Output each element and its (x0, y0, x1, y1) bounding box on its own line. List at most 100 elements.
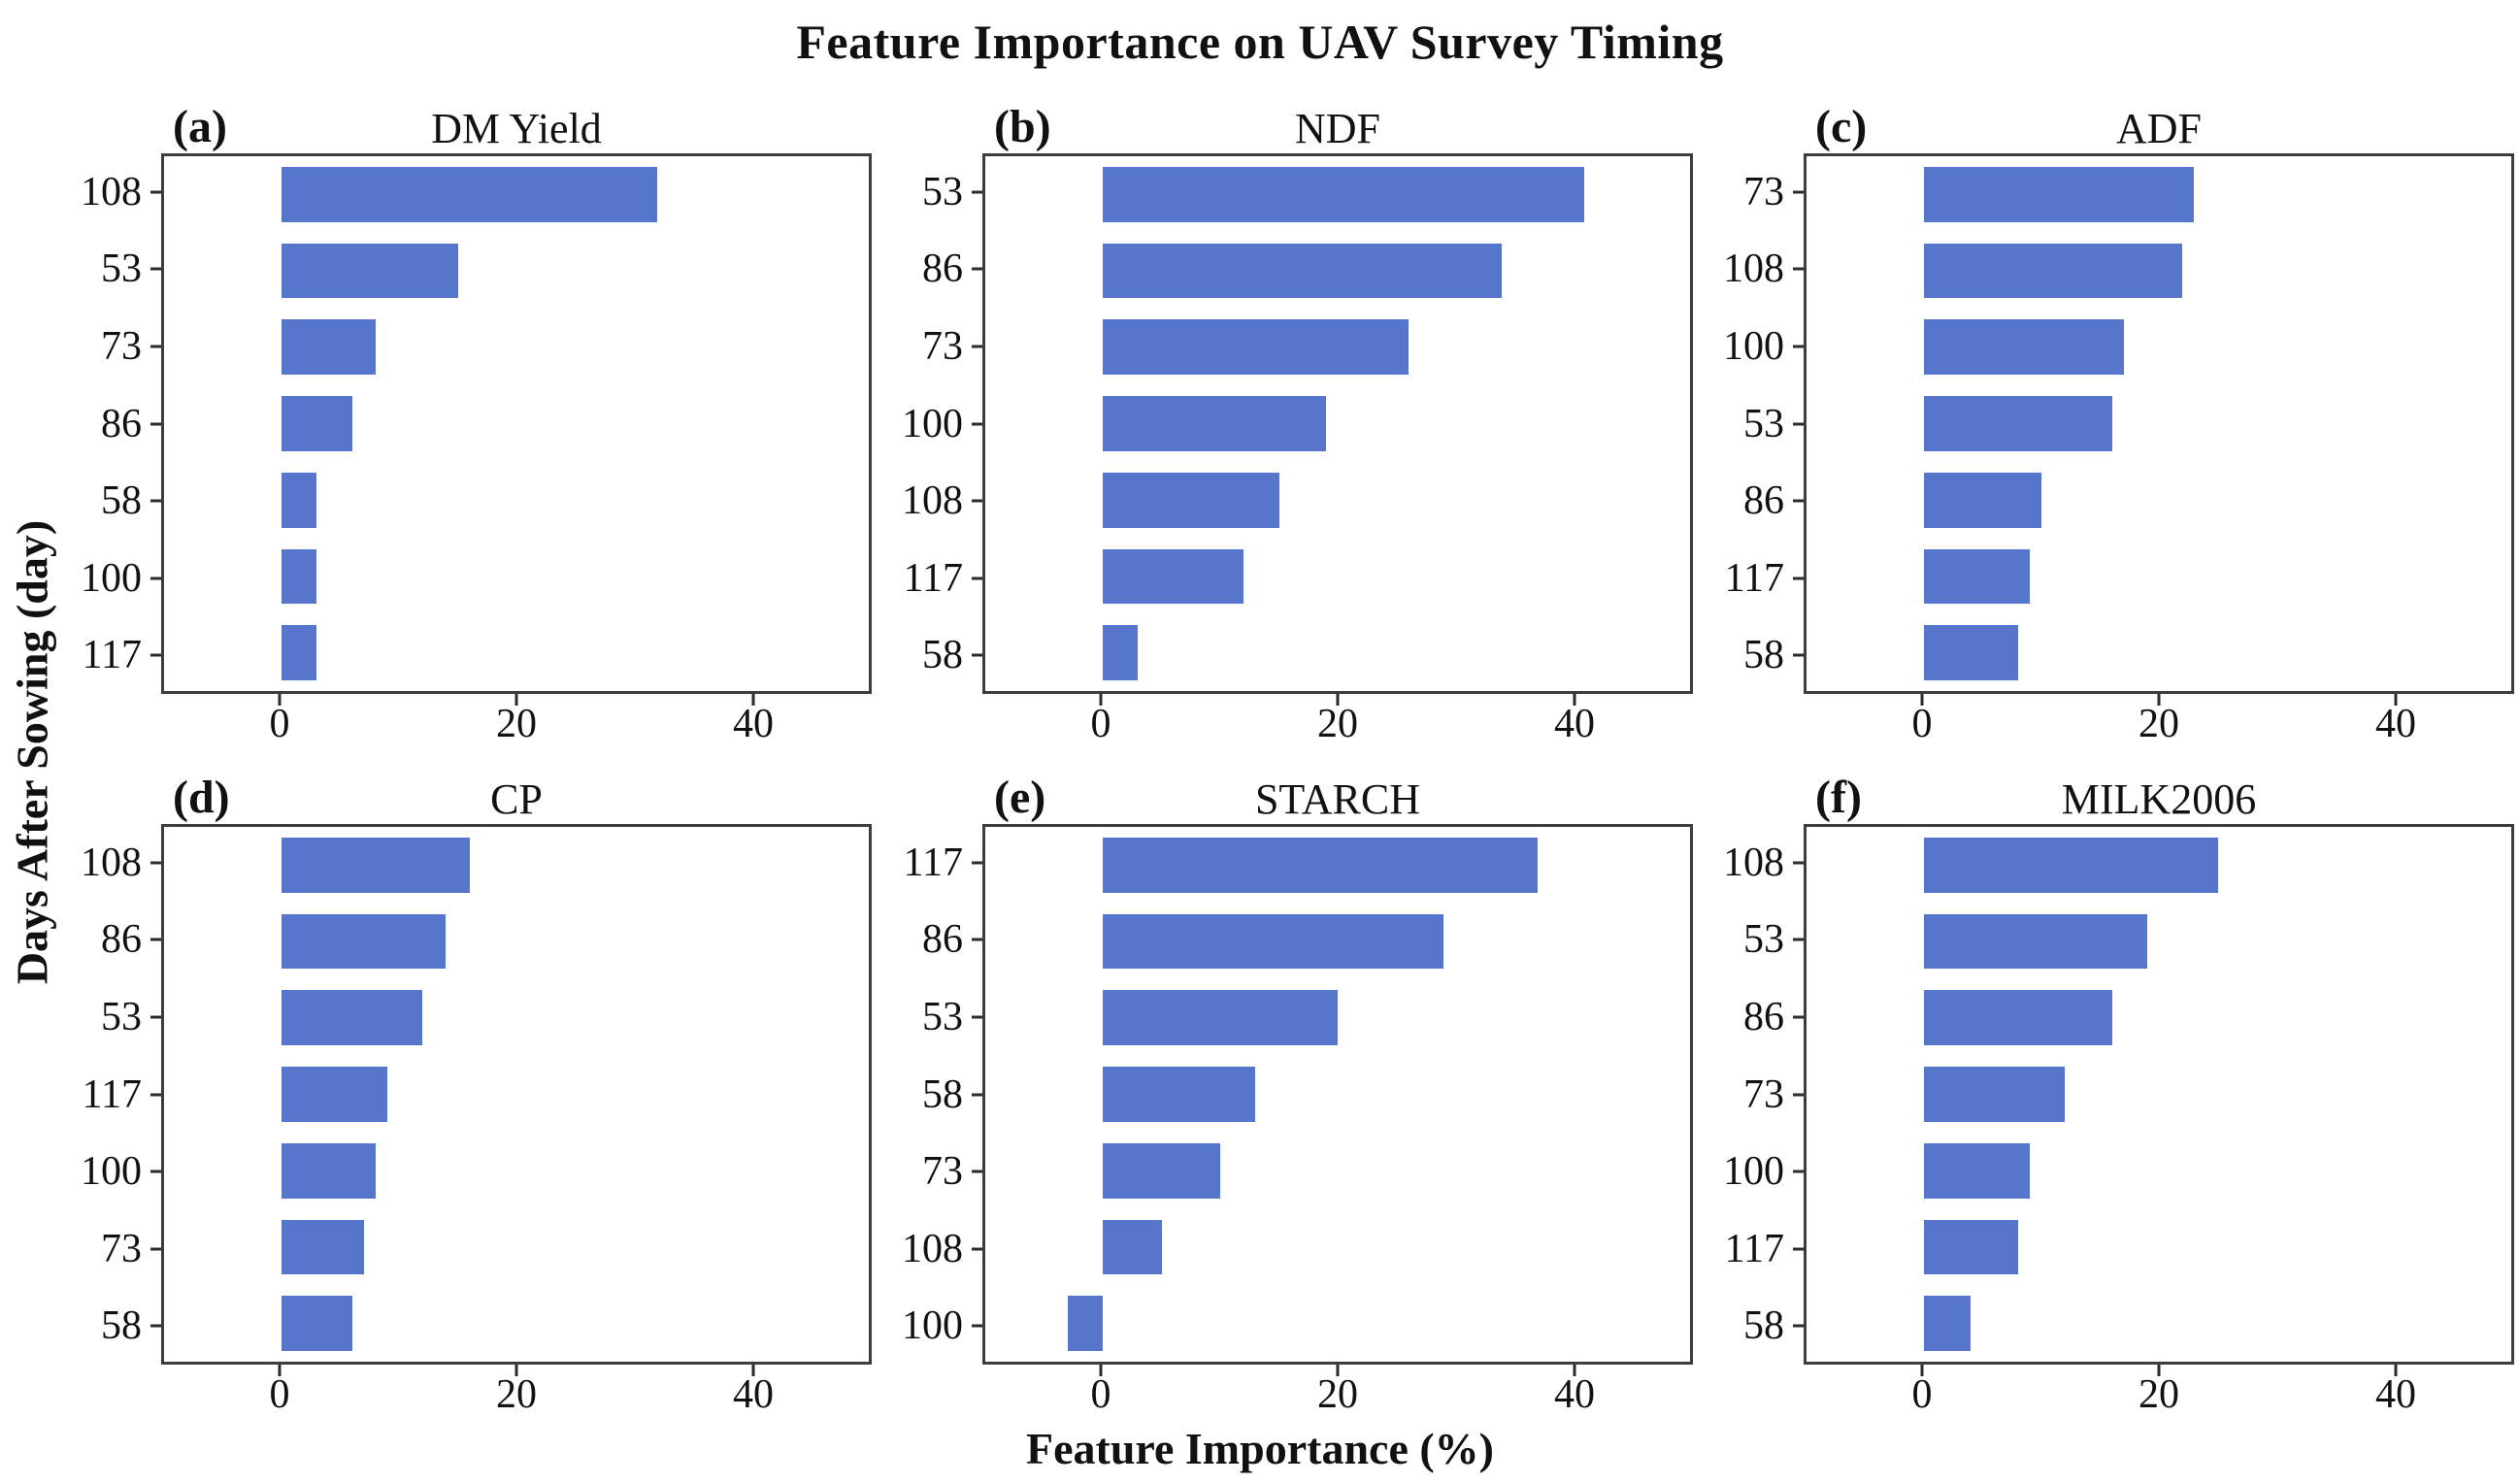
y-tick-label: 58 (1743, 1303, 1784, 1349)
y-tick-label: 58 (101, 478, 142, 524)
bar (1103, 913, 1443, 970)
x-tick-mark (2157, 694, 2161, 706)
y-tick-mark (1793, 861, 1804, 865)
subplot-header: (a) DM Yield (64, 83, 872, 153)
bar (1067, 1296, 1103, 1351)
panel-label-a: (a) (173, 101, 227, 152)
x-tick-mark (2394, 1365, 2398, 1376)
subplot-d-cp: (d) CP 108 86 53 117 100 73 58 0 20 40 (64, 754, 872, 1421)
subplot-b-ndf: (b) NDF 53 86 73 100 108 117 58 0 20 40 (885, 83, 1693, 750)
subplot-main: 73 108 100 53 86 117 58 (1707, 153, 2514, 694)
panel-label-f: (f) (1815, 772, 1862, 823)
y-axis-tick-labels: 73 108 100 53 86 117 58 (1707, 153, 1804, 694)
y-tick-label: 117 (82, 1071, 142, 1117)
y-tick-mark (150, 1324, 161, 1328)
y-tick-mark (1793, 267, 1804, 271)
x-tick-label: 0 (269, 702, 290, 746)
subplot-main: 108 53 73 86 58 100 117 (64, 153, 872, 694)
plot-area-b (982, 153, 1693, 694)
subplot-title-milk2006: MILK2006 (2061, 775, 2257, 823)
subplot-title-starch: STARCH (1254, 775, 1421, 823)
y-tick-label: 117 (903, 840, 963, 885)
bar (1924, 167, 2195, 222)
bar (1924, 319, 2124, 376)
y-tick-mark (150, 267, 161, 271)
bar (1924, 1067, 2066, 1122)
y-tick-label: 100 (81, 1149, 142, 1195)
y-tick-label: 117 (1724, 1226, 1784, 1271)
bar (1103, 396, 1326, 451)
subplot-title-ndf: NDF (1294, 105, 1381, 152)
x-tick-mark (751, 1365, 755, 1376)
bar (1103, 548, 1244, 605)
x-tick-mark (2157, 1365, 2161, 1376)
subplot-main: 108 53 86 73 100 117 58 (1707, 824, 2514, 1365)
bar (282, 167, 658, 222)
x-tick-mark (514, 1365, 518, 1376)
x-tick-mark (2394, 694, 2398, 706)
plot-area-e (982, 824, 1693, 1365)
y-tick-label: 53 (101, 247, 142, 292)
y-tick-label: 108 (902, 478, 963, 524)
plot-area-f (1804, 824, 2514, 1365)
panel-label-b: (b) (994, 101, 1051, 152)
subplot-header: (d) CP (64, 754, 872, 824)
bar (1924, 1142, 2030, 1199)
y-tick-label: 58 (922, 1071, 963, 1117)
bar (1924, 396, 2112, 451)
y-tick-label: 108 (1723, 247, 1784, 292)
y-tick-label: 86 (101, 401, 142, 446)
y-tick-label: 100 (81, 555, 142, 601)
y-tick-mark (972, 1093, 982, 1096)
y-tick-label: 117 (903, 555, 963, 601)
y-tick-mark (150, 422, 161, 425)
plot-area-d (161, 824, 872, 1365)
y-axis-label: Days After Sowing (day) (7, 519, 57, 985)
y-tick-label: 53 (1743, 917, 1784, 963)
panel-label-c: (c) (1815, 101, 1868, 152)
y-tick-mark (150, 345, 161, 348)
bar (1103, 243, 1503, 299)
x-tick-mark (278, 694, 282, 706)
bar (1924, 472, 2041, 528)
y-tick-mark (1793, 422, 1804, 425)
x-tick-mark (1099, 694, 1103, 706)
y-tick-mark (972, 1015, 982, 1019)
y-tick-mark (972, 653, 982, 657)
x-tick-label: 20 (2139, 1372, 2179, 1417)
y-tick-label: 108 (81, 840, 142, 885)
subplot-main: 108 86 53 117 100 73 58 (64, 824, 872, 1365)
x-tick-mark (278, 1365, 282, 1376)
x-axis-tick-labels: 0 20 40 (982, 694, 1693, 750)
x-tick-label: 40 (733, 702, 774, 746)
subplot-title-adf: ADF (2115, 105, 2203, 152)
y-tick-mark (1793, 1247, 1804, 1251)
x-tick-mark (1920, 1365, 1924, 1376)
panel-label-e: (e) (994, 772, 1046, 823)
subplot-main: 117 86 53 58 73 108 100 (885, 824, 1693, 1365)
y-tick-mark (150, 577, 161, 580)
x-tick-mark (1573, 1365, 1576, 1376)
x-tick-label: 40 (733, 1372, 774, 1417)
y-tick-mark (972, 1324, 982, 1328)
y-tick-mark (972, 1247, 982, 1251)
y-axis-tick-labels: 117 86 53 58 73 108 100 (885, 824, 982, 1365)
bar (1103, 625, 1139, 680)
subplot-main: 53 86 73 100 108 117 58 (885, 153, 1693, 694)
x-axis-label: Feature Importance (%) (1025, 1424, 1494, 1473)
x-tick-label: 40 (2375, 1372, 2416, 1417)
y-tick-label: 73 (101, 1226, 142, 1271)
y-tick-mark (1793, 1093, 1804, 1096)
bar (282, 838, 470, 893)
figure-title: Feature Importance on UAV Survey Timing (796, 15, 1724, 69)
x-tick-label: 40 (2375, 702, 2416, 746)
y-axis-tick-labels: 108 53 73 86 58 100 117 (64, 153, 161, 694)
y-tick-mark (972, 499, 982, 503)
y-tick-mark (972, 577, 982, 580)
y-tick-label: 100 (902, 1303, 963, 1349)
y-tick-label: 100 (1723, 1149, 1784, 1195)
subplot-header: (e) STARCH (885, 754, 1693, 824)
x-tick-mark (1336, 1365, 1340, 1376)
figure-body: Days After Sowing (day) (a) DM Yield 108… (0, 83, 2520, 1421)
x-tick-label: 20 (1317, 702, 1358, 746)
